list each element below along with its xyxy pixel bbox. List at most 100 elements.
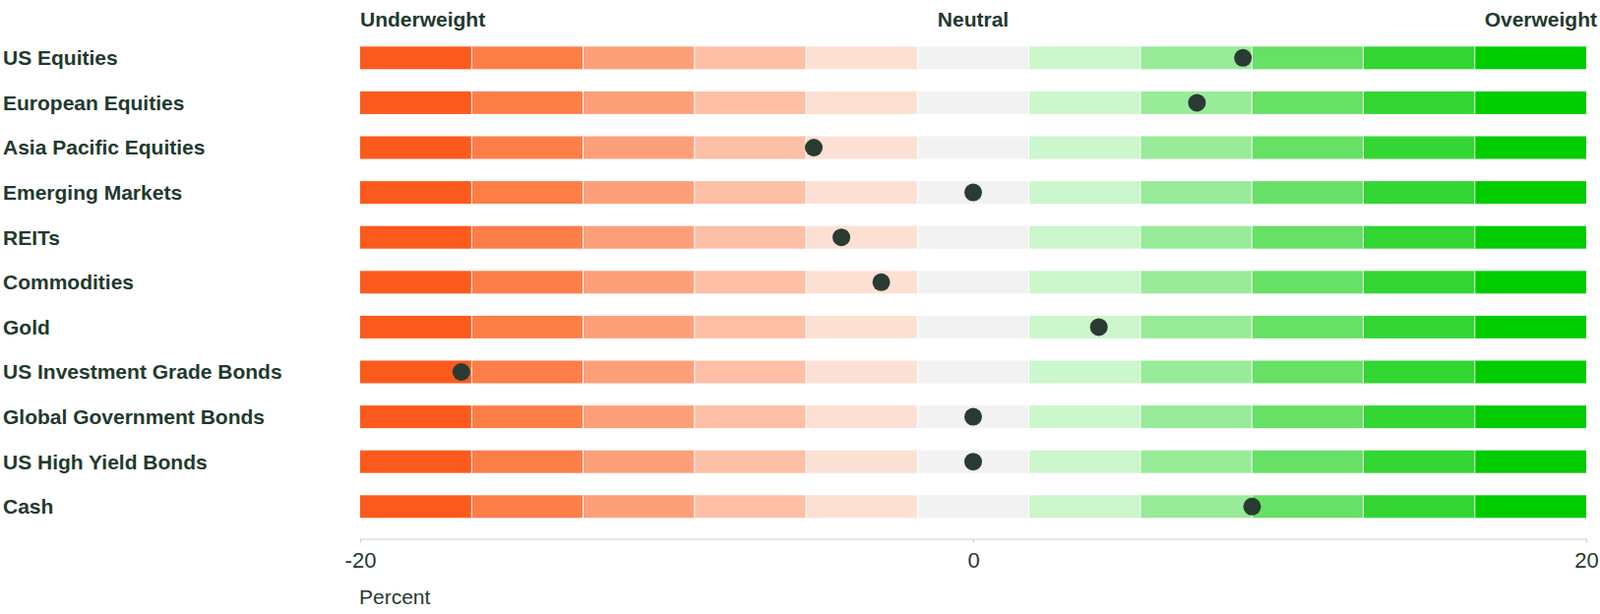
zone-separator: [693, 361, 695, 384]
zone-band: [1251, 315, 1364, 339]
tick: 0: [967, 539, 980, 574]
zone-separator: [693, 315, 695, 339]
zone-band: [1029, 46, 1142, 69]
zone-separator: [582, 46, 584, 69]
dot: [872, 273, 891, 292]
zone-separator: [1362, 91, 1364, 115]
zone-band: [805, 315, 919, 339]
zone-separator: [1362, 494, 1364, 518]
zone-separator: [917, 226, 919, 249]
zone-separator: [1362, 361, 1364, 384]
zone-band: [1251, 181, 1364, 204]
zone-separator: [805, 361, 807, 384]
zone-band: [1140, 405, 1253, 429]
zone-band: [1029, 361, 1142, 384]
zone-separator: [693, 226, 695, 249]
zone-separator: [471, 91, 473, 115]
zone-band: [1251, 46, 1364, 69]
zone-separator: [582, 450, 584, 474]
zone-separator: [693, 91, 695, 115]
dot: [1233, 49, 1252, 67]
zone-separator: [917, 450, 919, 474]
zone-band: [360, 91, 473, 115]
tick-mark: [1586, 539, 1588, 544]
zone-separator: [1028, 494, 1030, 518]
zone-separator: [1028, 46, 1030, 69]
zone-band: [694, 181, 807, 204]
zone-separator: [1139, 315, 1141, 339]
dot: [964, 184, 983, 202]
zone-band: [805, 361, 919, 384]
zone-separator: [1139, 405, 1141, 429]
zone-separator: [805, 226, 807, 249]
zone-band: [1140, 494, 1253, 518]
zone-band: [917, 315, 1030, 339]
zone-separator: [582, 494, 584, 518]
zone-separator: [1362, 226, 1364, 249]
zone-band: [1140, 226, 1253, 249]
zone-separator: [1251, 136, 1253, 160]
zone-band: [1029, 181, 1142, 204]
zone-separator: [917, 361, 919, 384]
zone-band: [583, 181, 696, 204]
dot: [964, 408, 983, 427]
zone-separator: [582, 226, 584, 249]
zone-band: [471, 315, 584, 339]
zone-separator: [805, 270, 807, 294]
category-label: US Investment Grade Bonds: [2, 360, 283, 383]
zone-separator: [582, 315, 584, 339]
zone-separator: [805, 46, 807, 69]
zone-band: [471, 46, 584, 69]
zone-separator: [917, 405, 919, 429]
category-label: US High Yield Bonds: [2, 450, 208, 474]
zone-band: [1029, 91, 1142, 115]
zone-band: [917, 136, 1030, 160]
category-label: Cash: [2, 494, 54, 518]
zone-header: Overweight: [1484, 7, 1598, 31]
zone-separator: [1028, 405, 1030, 429]
zone-band: [917, 361, 1030, 384]
tick-label: 20: [1574, 548, 1599, 573]
zone-band: [1251, 270, 1364, 294]
tick-mark: [973, 539, 975, 544]
zone-band: [1029, 136, 1142, 160]
zone-separator: [471, 450, 473, 474]
zone-separator: [471, 361, 473, 384]
zone-band: [360, 226, 473, 249]
zone-separator: [693, 494, 695, 518]
zone-separator: [1474, 361, 1476, 384]
zone-separator: [1362, 405, 1364, 429]
zone-band: [1251, 136, 1364, 160]
zone-band: [360, 494, 473, 518]
zone-band: [917, 405, 1030, 429]
zone-band: [1140, 136, 1253, 160]
zone-separator: [471, 181, 473, 204]
zone-separator: [1362, 46, 1364, 69]
zone-band: [805, 181, 919, 204]
zone-band: [1475, 450, 1587, 474]
zone-separator: [1139, 91, 1141, 115]
zone-band: [917, 494, 1030, 518]
zone-separator: [917, 315, 919, 339]
zone-band: [1475, 494, 1587, 518]
zone-band: [360, 270, 473, 294]
zone-band: [805, 450, 919, 474]
zone-separator: [1474, 270, 1476, 294]
zone-band: [1140, 361, 1253, 384]
dot: [1090, 317, 1108, 336]
dot: [452, 363, 471, 381]
zone-band: [471, 270, 584, 294]
zone-band: [1362, 494, 1476, 518]
zone-separator: [1028, 270, 1030, 294]
zone-band: [471, 181, 584, 204]
zone-separator: [471, 226, 473, 249]
dot: [832, 228, 851, 247]
zone-band: [805, 226, 919, 249]
zone-separator: [582, 136, 584, 160]
category-label: Asia Pacific Equities: [2, 135, 205, 159]
zone-band: [471, 361, 584, 384]
zone-separator: [1028, 361, 1030, 384]
zone-band: [694, 405, 807, 429]
zone-separator: [805, 450, 807, 474]
zone-separator: [471, 315, 473, 339]
